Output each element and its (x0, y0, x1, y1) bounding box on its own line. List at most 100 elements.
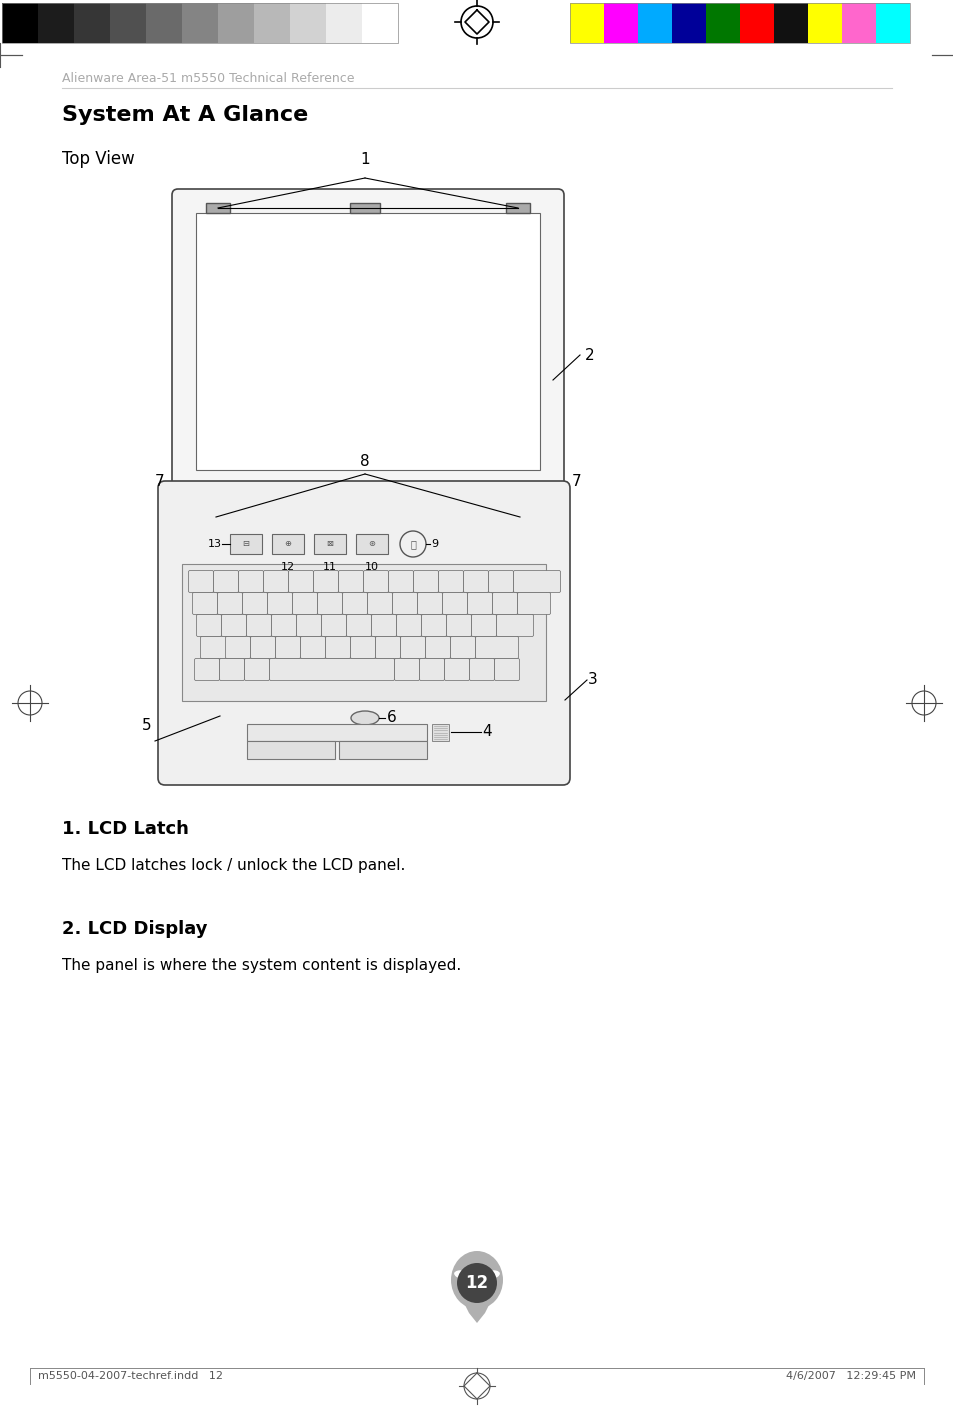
Circle shape (213, 515, 219, 520)
FancyBboxPatch shape (263, 571, 288, 592)
FancyBboxPatch shape (325, 637, 350, 658)
Text: 4: 4 (481, 724, 491, 740)
FancyBboxPatch shape (200, 637, 243, 658)
FancyBboxPatch shape (213, 571, 238, 592)
Bar (74, 3, 110, 44)
FancyBboxPatch shape (395, 658, 419, 681)
FancyBboxPatch shape (388, 571, 413, 592)
FancyBboxPatch shape (172, 188, 563, 494)
Bar (355, 534, 388, 554)
Text: System At A Glance: System At A Glance (62, 105, 308, 125)
FancyBboxPatch shape (346, 614, 371, 637)
Circle shape (517, 515, 522, 520)
FancyBboxPatch shape (194, 658, 219, 681)
Bar (705, 3, 740, 44)
Circle shape (456, 515, 461, 520)
Text: 2. LCD Display: 2. LCD Display (62, 920, 208, 938)
Bar (505, 202, 530, 212)
Bar (807, 3, 841, 44)
FancyBboxPatch shape (300, 637, 325, 658)
FancyBboxPatch shape (400, 637, 425, 658)
FancyBboxPatch shape (272, 614, 296, 637)
Text: 12: 12 (465, 1274, 488, 1292)
Bar (182, 564, 545, 702)
FancyBboxPatch shape (471, 614, 496, 637)
Text: ⊟: ⊟ (242, 540, 250, 548)
FancyBboxPatch shape (438, 571, 463, 592)
FancyBboxPatch shape (446, 614, 471, 637)
Bar (361, 3, 397, 44)
Bar (773, 3, 807, 44)
Circle shape (274, 515, 279, 520)
Text: 1: 1 (360, 152, 370, 167)
Bar (146, 3, 182, 44)
Bar (206, 510, 530, 524)
FancyBboxPatch shape (494, 658, 519, 681)
Text: m5550-04-2007-techref.indd   12: m5550-04-2007-techref.indd 12 (38, 1371, 223, 1381)
Bar (432, 724, 449, 741)
FancyBboxPatch shape (338, 571, 363, 592)
Circle shape (486, 515, 492, 520)
FancyBboxPatch shape (196, 614, 221, 637)
FancyBboxPatch shape (450, 637, 475, 658)
FancyBboxPatch shape (269, 658, 395, 681)
Text: ⊠: ⊠ (326, 540, 334, 548)
FancyBboxPatch shape (158, 481, 569, 785)
FancyBboxPatch shape (317, 592, 342, 614)
FancyBboxPatch shape (469, 658, 494, 681)
FancyBboxPatch shape (517, 592, 550, 614)
Polygon shape (455, 1285, 498, 1323)
Bar (569, 3, 603, 44)
Bar (350, 202, 379, 212)
Ellipse shape (351, 711, 378, 725)
FancyBboxPatch shape (444, 658, 469, 681)
FancyBboxPatch shape (314, 571, 338, 592)
Ellipse shape (479, 1270, 499, 1279)
Bar (110, 3, 146, 44)
Text: ⏻: ⏻ (410, 538, 416, 548)
Bar (569, 3, 909, 44)
FancyBboxPatch shape (193, 592, 217, 614)
Circle shape (456, 1263, 497, 1303)
Text: Top View: Top View (62, 150, 134, 167)
Bar (603, 3, 638, 44)
Bar (740, 3, 773, 44)
Text: Alienware Area-51 m5550 Technical Reference: Alienware Area-51 m5550 Technical Refere… (62, 72, 355, 84)
Bar (841, 3, 875, 44)
Bar (247, 724, 427, 741)
Text: 4/6/2007   12:29:45 PM: 4/6/2007 12:29:45 PM (785, 1371, 915, 1381)
FancyBboxPatch shape (251, 637, 275, 658)
FancyBboxPatch shape (267, 592, 293, 614)
Text: 12: 12 (280, 562, 294, 572)
Circle shape (395, 515, 401, 520)
FancyBboxPatch shape (463, 571, 488, 592)
FancyBboxPatch shape (221, 614, 246, 637)
FancyBboxPatch shape (363, 571, 388, 592)
FancyBboxPatch shape (367, 592, 392, 614)
FancyBboxPatch shape (442, 592, 467, 614)
Bar (218, 3, 253, 44)
Text: 2: 2 (584, 347, 594, 363)
Ellipse shape (454, 1270, 474, 1279)
Text: 1. LCD Latch: 1. LCD Latch (62, 820, 189, 838)
Bar (314, 534, 346, 554)
Bar (195, 212, 539, 470)
Text: 5: 5 (142, 718, 152, 733)
Bar (38, 3, 74, 44)
Circle shape (243, 515, 249, 520)
Text: 10: 10 (365, 562, 378, 572)
FancyBboxPatch shape (293, 592, 317, 614)
Circle shape (425, 515, 432, 520)
FancyBboxPatch shape (189, 571, 213, 592)
Text: 3: 3 (587, 672, 598, 688)
Bar (253, 3, 290, 44)
FancyBboxPatch shape (238, 571, 263, 592)
Bar (671, 3, 705, 44)
Bar (2, 3, 397, 44)
Bar (326, 3, 361, 44)
FancyBboxPatch shape (392, 592, 417, 614)
FancyBboxPatch shape (296, 614, 321, 637)
Text: 8: 8 (360, 454, 370, 470)
Text: ⊛: ⊛ (368, 540, 375, 548)
Bar (206, 202, 230, 212)
